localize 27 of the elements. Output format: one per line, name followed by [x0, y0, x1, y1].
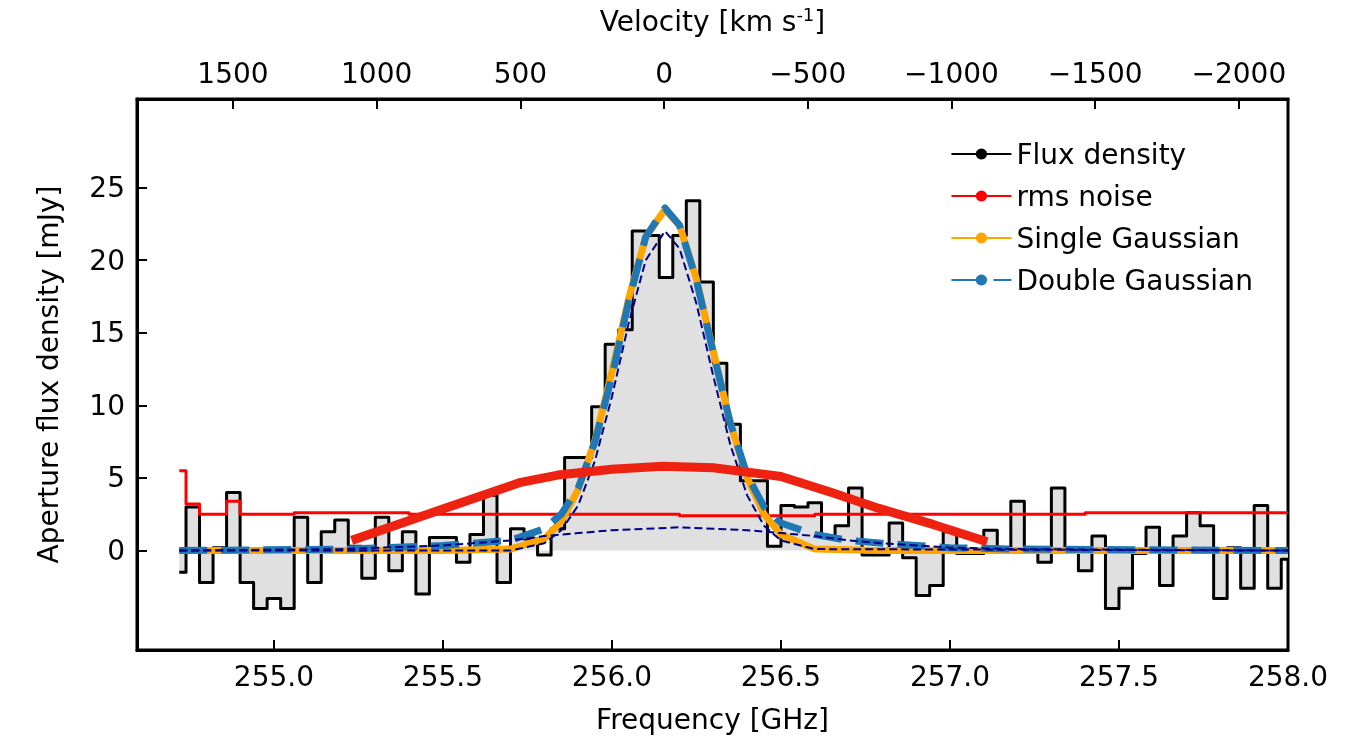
y-tick-label: 10	[89, 388, 125, 422]
x2-tick-label: 0	[655, 56, 673, 90]
x-tick-label: 256.0	[571, 659, 653, 693]
x-axis-title: Frequency [GHz]	[596, 702, 829, 736]
y-axis-title: Aperture flux density [mJy]	[31, 185, 65, 564]
x-tick-label: 255.0	[233, 659, 314, 693]
legend-label: Flux density	[1016, 137, 1187, 171]
y-tick-label: 0	[107, 534, 125, 568]
x-tick-label: 256.5	[740, 659, 822, 693]
x2-tick-label: −1000	[904, 56, 999, 90]
x-tick-label: 257.5	[1078, 659, 1160, 693]
legend-label: Single Gaussian	[1016, 221, 1240, 255]
x2-tick-label: −2000	[1191, 56, 1287, 90]
x-tick-label: 258.0	[1247, 659, 1329, 693]
x-tick-label: 257.0	[909, 659, 991, 693]
x2-tick-label: −1500	[1047, 56, 1143, 90]
legend-label: Double Gaussian	[1016, 263, 1253, 297]
y-tick-label: 25	[89, 171, 125, 205]
x2-tick-label: 500	[493, 56, 548, 90]
y-tick-label: 5	[107, 461, 125, 495]
x2-tick-label: 1000	[341, 56, 413, 90]
y-tick-label: 20	[89, 243, 125, 277]
x-tick-label: 255.5	[402, 659, 484, 693]
y-tick-label: 15	[89, 316, 125, 350]
x2-tick-label: 1500	[197, 56, 269, 90]
x2-tick-label: −500	[769, 56, 847, 90]
legend-label: rms noise	[1016, 179, 1153, 213]
